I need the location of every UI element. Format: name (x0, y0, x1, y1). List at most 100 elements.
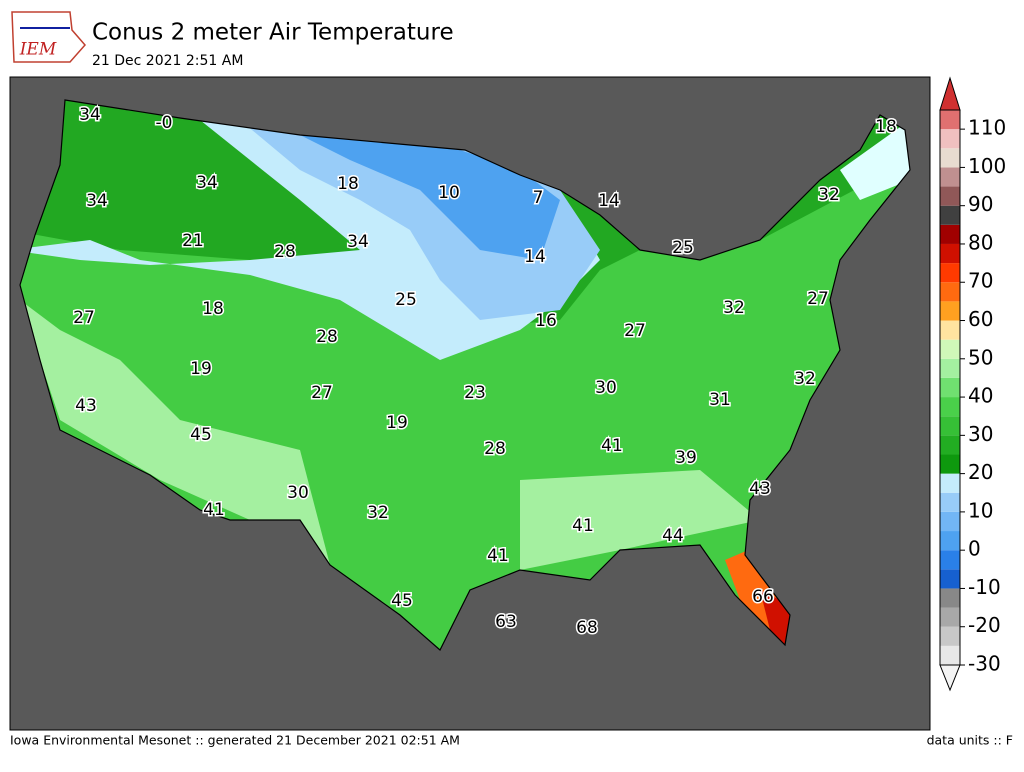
station-label: 10 (438, 183, 460, 203)
subtitle: 21 Dec 2021 2:51 AM (92, 53, 243, 69)
colorbar-tick-label: 90 (968, 192, 993, 216)
station-label: 43 (749, 479, 771, 499)
station-label: 28 (274, 242, 296, 262)
colorbar-tick-label: 40 (968, 384, 993, 408)
logo-text: IEM (19, 40, 57, 60)
station-label: 23 (464, 383, 486, 403)
footer-right: data units :: F (927, 733, 1013, 748)
station-label: 34 (79, 105, 101, 125)
colorbar-high (939, 76, 961, 111)
colorbar-bin (940, 492, 960, 512)
colorbar-bin (940, 186, 960, 206)
station-label: 7 (533, 188, 544, 208)
station-label: 30 (287, 483, 309, 503)
colorbar-bin (940, 129, 960, 149)
station-label: 41 (203, 500, 225, 520)
colorbar-bin (940, 569, 960, 589)
station-label: 28 (316, 327, 338, 347)
colorbar-bin (940, 435, 960, 455)
colorbar-tick-label: -10 (968, 575, 1001, 599)
colorbar-tick-label: 100 (968, 154, 1006, 178)
colorbar-low (939, 664, 961, 692)
station-label: 27 (807, 289, 829, 309)
station-label: 39 (675, 448, 697, 468)
station-label: 28 (484, 439, 506, 459)
colorbar-tick-label: 70 (968, 269, 993, 293)
station-label: 34 (347, 232, 369, 252)
colorbar-bin (940, 320, 960, 340)
colorbar-tick-label: -20 (968, 613, 1001, 637)
station-label: 21 (182, 231, 204, 251)
colorbar-bin (940, 626, 960, 646)
station-label: 43 (75, 396, 97, 416)
station-label: 25 (672, 238, 694, 258)
colorbar-bin (940, 607, 960, 627)
colorbar-tick-label: 110 (968, 116, 1006, 140)
station-label: 31 (709, 390, 731, 410)
colorbar-bin (940, 397, 960, 417)
colorbar-tick-label: -30 (968, 652, 1001, 676)
station-label: 25 (395, 290, 417, 310)
colorbar-bin (940, 377, 960, 398)
colorbar-bin (940, 263, 960, 283)
colorbar-bin (940, 167, 960, 187)
station-label: 27 (311, 383, 333, 403)
station-labels: 34 -0 34 18 10 7 14 18 34 21 28 34 32 25 14 25 18 27 28 16 2… (72, 104, 899, 640)
station-label: 68 (576, 618, 598, 638)
colorbar-bin (940, 224, 960, 244)
station-label: 63 (495, 612, 517, 632)
colorbar-tick-label: 60 (968, 307, 993, 331)
colorbar-bin (940, 358, 960, 378)
station-label: 41 (487, 546, 509, 566)
colorbar: -30 -20 -10 0 10 20 30 40 50 60 70 80 90 100 110 (939, 76, 1006, 692)
station-label: 32 (723, 298, 745, 318)
station-label: 19 (386, 413, 408, 433)
colorbar-tick-label: 20 (968, 460, 993, 484)
colorbar-bin (940, 473, 960, 493)
colorbar-bin (940, 550, 960, 570)
station-label: -0 (156, 113, 173, 133)
colorbar-bin (940, 454, 960, 474)
colorbar-bin (940, 588, 960, 608)
station-label: 27 (73, 308, 95, 328)
footer-left: Iowa Environmental Mesonet :: generated … (10, 733, 460, 748)
logo: IEM (11, 11, 86, 63)
station-label: 16 (535, 311, 557, 331)
station-label: 30 (595, 378, 617, 398)
station-label: 27 (624, 321, 646, 341)
colorbar-bin (940, 243, 960, 264)
station-label: 32 (818, 185, 840, 205)
colorbar-frame (939, 109, 961, 666)
colorbar-bin (940, 339, 960, 359)
colorbar-tick-label: 10 (968, 498, 993, 522)
station-label: 18 (875, 117, 897, 137)
station-label: 32 (794, 369, 816, 389)
station-label: 18 (337, 174, 359, 194)
colorbar-bin (940, 110, 960, 130)
colorbar-bin (940, 205, 960, 225)
station-label: 45 (391, 591, 413, 611)
station-label: 45 (190, 425, 212, 445)
colorbar-bin (940, 416, 960, 436)
colorbar-bin (940, 511, 960, 532)
colorbar-bin (940, 645, 960, 665)
colorbar-bin (940, 282, 960, 302)
colorbar-tick-label: 0 (968, 537, 981, 561)
colorbar-tick-label: 30 (968, 422, 993, 446)
station-label: 44 (662, 526, 684, 546)
station-label: 34 (86, 191, 108, 211)
colorbar-tick-label: 50 (968, 345, 993, 369)
station-label: 32 (367, 503, 389, 523)
colorbar-bin (940, 531, 960, 551)
station-label: 34 (196, 173, 218, 193)
colorbar-bin (940, 148, 960, 168)
station-label: 66 (752, 587, 774, 607)
station-label: 14 (598, 191, 620, 211)
title: Conus 2 meter Air Temperature (92, 20, 454, 46)
station-label: 14 (524, 247, 546, 267)
station-label: 18 (202, 299, 224, 319)
colorbar-tick-label: 80 (968, 230, 993, 254)
station-label: 19 (190, 359, 212, 379)
station-label: 41 (601, 436, 623, 456)
